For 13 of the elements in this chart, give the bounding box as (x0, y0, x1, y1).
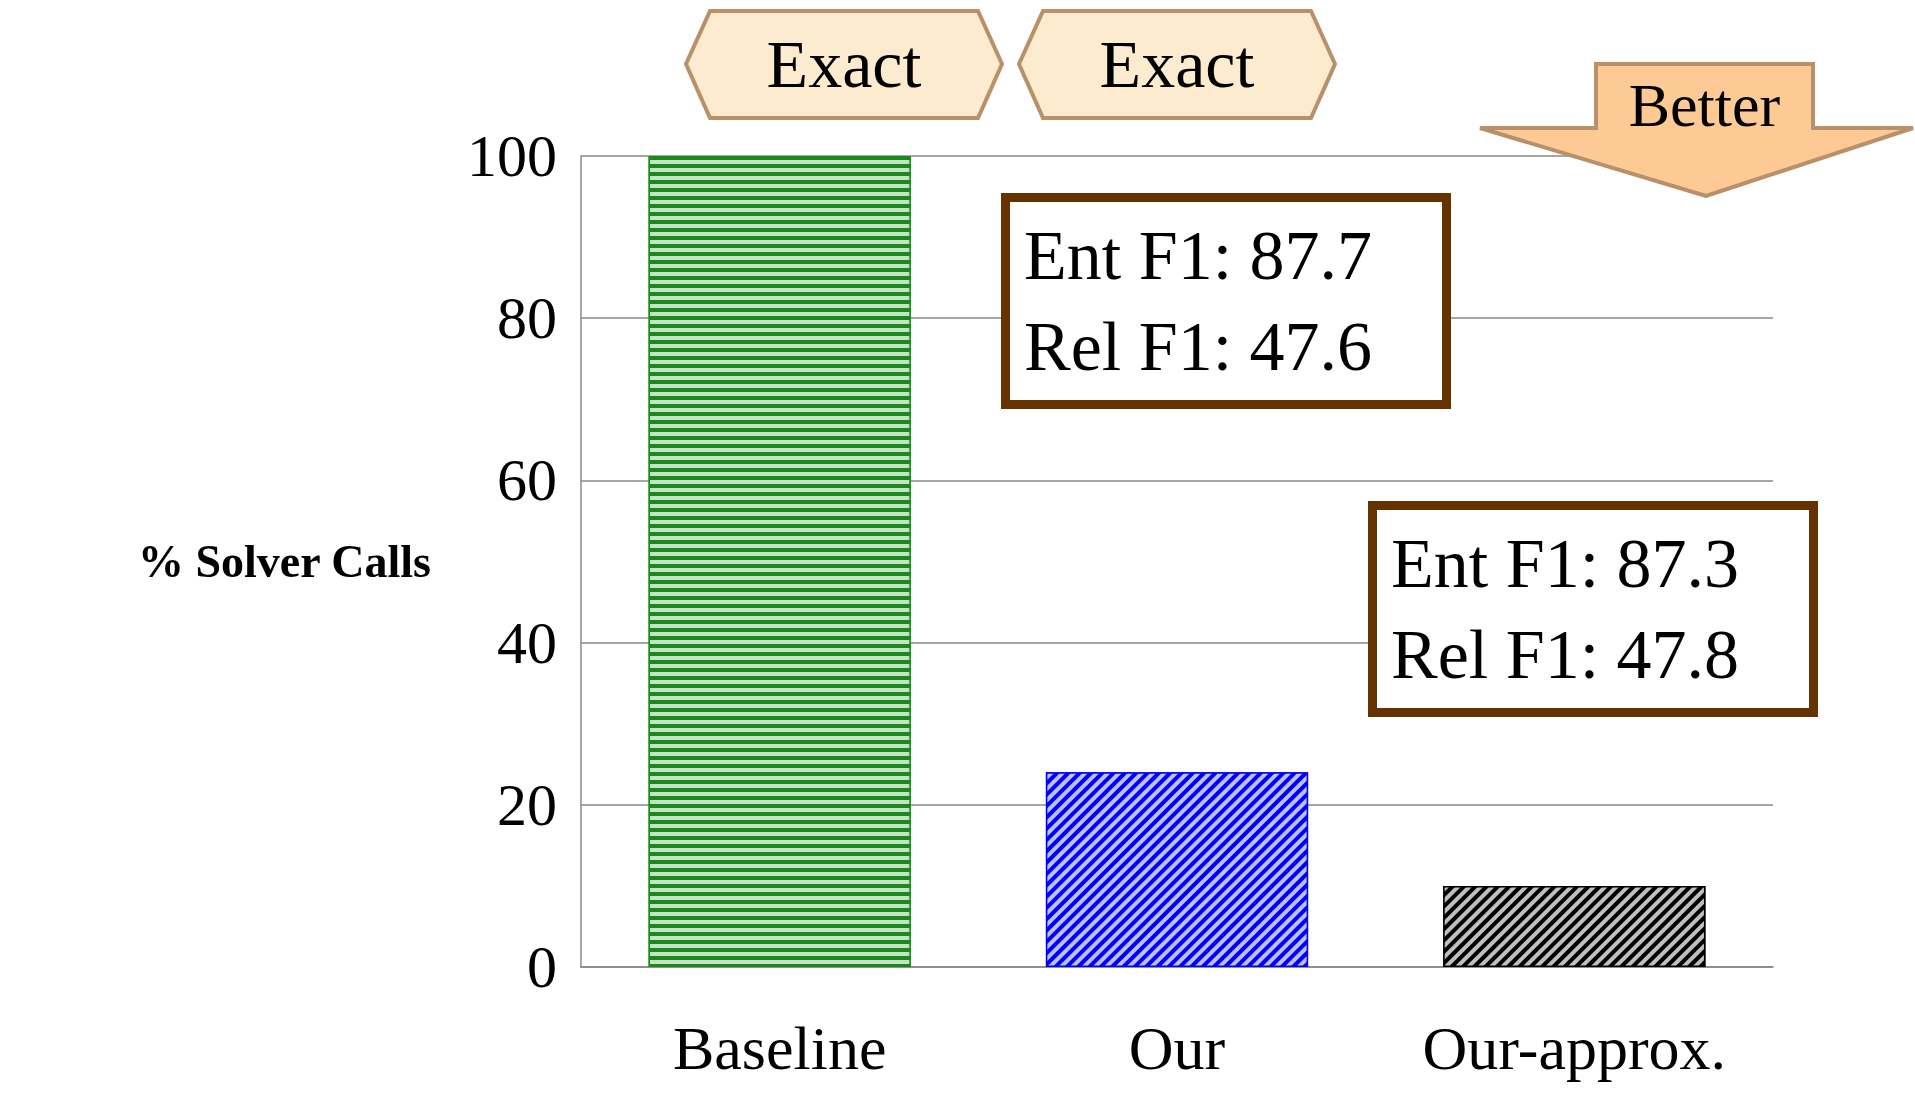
text: Better (1627, 70, 1782, 141)
y-tick-label: 80 (497, 285, 557, 352)
y-tick-label: 100 (467, 123, 557, 189)
x-tick-label: Baseline (672, 1014, 887, 1082)
x-tick-label: Our-approx. (1422, 1014, 1727, 1082)
y-tick-label: 0 (527, 934, 557, 1000)
x-tick-label: Our (1128, 1014, 1226, 1082)
annotation: Ent F1: 87.7 Rel F1: 47.6 (1001, 193, 1452, 409)
annotation: Ent F1: 87.3 Rel F1: 47.8 (1368, 501, 1819, 717)
y-tick-label: 60 (497, 447, 557, 514)
y-tick-label: 20 (497, 771, 557, 838)
y-axis-title: % Solver Calls (137, 536, 431, 587)
y-tick-label: 40 (497, 609, 557, 676)
